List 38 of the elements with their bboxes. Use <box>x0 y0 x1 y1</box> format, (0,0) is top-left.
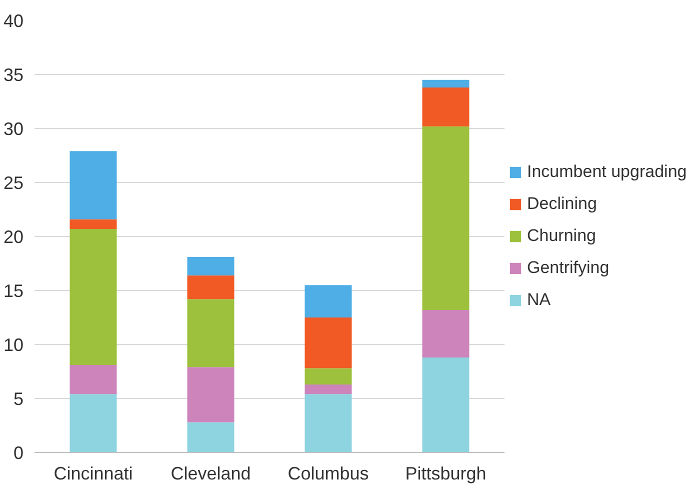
y-tick-label: 15 <box>3 281 24 301</box>
bar <box>70 219 117 229</box>
bar <box>187 257 234 276</box>
y-tick-label: 20 <box>3 227 24 247</box>
legend-label: Declining <box>527 194 597 214</box>
bar <box>422 126 470 310</box>
y-tick-label: 35 <box>3 65 24 85</box>
bar <box>70 365 117 394</box>
bar <box>70 394 117 452</box>
bar <box>304 285 352 318</box>
bar <box>422 310 470 358</box>
y-tick-label: 10 <box>3 335 24 355</box>
bar <box>187 367 234 422</box>
legend-label: NA <box>527 290 551 310</box>
bar <box>422 357 470 452</box>
x-tick-label: Cleveland <box>170 464 251 484</box>
bar <box>187 299 234 368</box>
y-tick-label: 0 <box>13 443 24 463</box>
x-tick-label: Cincinnati <box>54 464 133 484</box>
legend-label: Incumbent upgrading <box>527 162 687 182</box>
bar <box>304 394 352 452</box>
bar <box>304 368 352 384</box>
y-tick-label: 25 <box>3 173 24 193</box>
legend-label: Churning <box>527 226 596 246</box>
bar <box>70 151 117 220</box>
bar <box>187 275 234 300</box>
bar <box>70 228 117 366</box>
legend-label: Gentrifying <box>527 258 610 278</box>
bar <box>422 80 470 88</box>
bar <box>304 384 352 394</box>
bar <box>422 87 470 126</box>
bar <box>304 318 352 368</box>
bar <box>187 422 234 452</box>
y-tick-label: 5 <box>13 389 24 409</box>
x-tick-label: Pittsburgh <box>405 464 486 484</box>
x-tick-label: Columbus <box>288 464 369 484</box>
y-tick-label: 30 <box>3 119 24 139</box>
y-tick-label: 40 <box>3 11 24 31</box>
